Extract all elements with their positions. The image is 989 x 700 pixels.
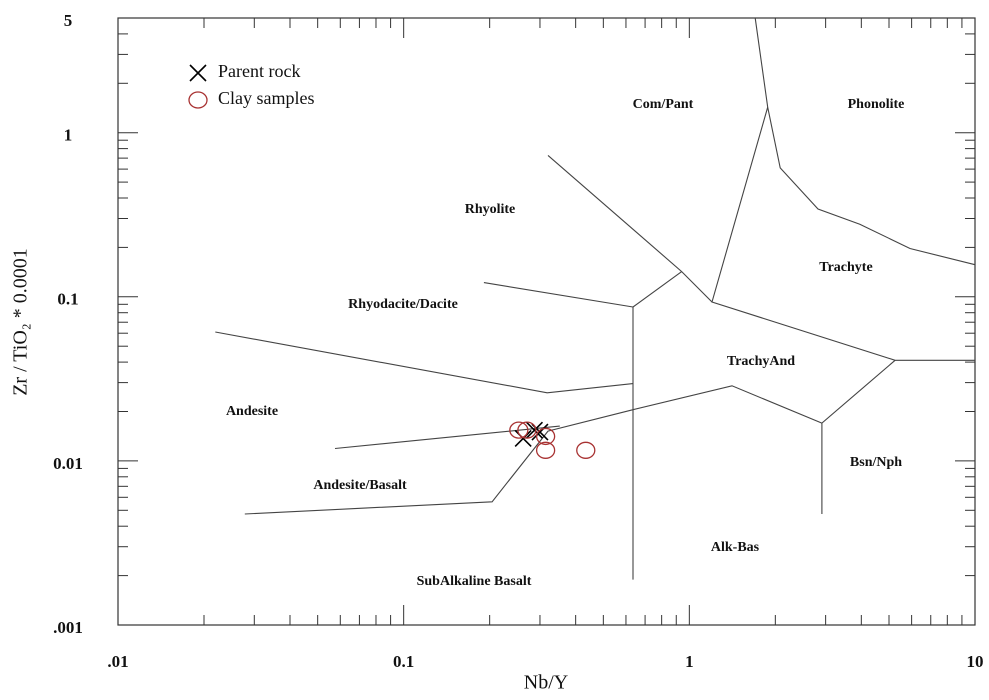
- marker-x: [525, 421, 544, 439]
- y-tick-label: 0.01: [53, 454, 83, 473]
- field-label: Trachyte: [819, 260, 872, 275]
- x-tick-label: .01: [107, 652, 128, 671]
- marker-circle: [535, 441, 556, 459]
- field-label: SubAlkaline Basalt: [417, 574, 532, 589]
- field-boundary: [754, 17, 976, 266]
- field-label: Andesite/Basalt: [313, 478, 407, 493]
- field-label: Alk-Bas: [711, 540, 760, 555]
- field-boundary: [711, 107, 975, 361]
- field-boundary: [334, 425, 560, 450]
- legend-marker: [188, 91, 208, 109]
- x-tick-label: 0.1: [393, 652, 414, 671]
- field-label: Rhyodacite/Dacite: [348, 297, 458, 312]
- legend-label: Parent rock: [218, 61, 300, 81]
- field-label: Bsn/Nph: [850, 455, 902, 470]
- marker-circle: [535, 427, 556, 446]
- field-boundary: [483, 282, 634, 308]
- legend-label: Clay samples: [218, 88, 315, 108]
- y-tick-label: 1: [64, 126, 73, 145]
- x-axis-label: Nb/Y: [524, 672, 568, 694]
- plot-frame: [117, 17, 976, 626]
- marker-circle: [509, 421, 529, 439]
- field-boundary: [215, 331, 634, 394]
- x-tick-label: 1: [685, 652, 694, 671]
- marker-circle: [517, 421, 537, 439]
- y-tick-label: 0.1: [57, 290, 78, 309]
- field-label: TrachyAnd: [727, 354, 795, 369]
- legend-marker: [189, 64, 207, 82]
- field-boundary: [547, 154, 713, 303]
- field-label: Com/Pant: [633, 97, 694, 112]
- field-boundary: [244, 385, 823, 515]
- field-boundary: [821, 359, 896, 514]
- field-label: Phonolite: [848, 97, 905, 112]
- y-tick-label: .001: [53, 618, 83, 637]
- y-tick-label: 5: [64, 11, 73, 30]
- field-label: Andesite: [226, 404, 278, 419]
- field-label: Rhyolite: [465, 202, 516, 217]
- marker-circle: [576, 441, 596, 459]
- y-axis-label: Zr / TiO₂ * 0.0001: [10, 248, 32, 396]
- x-tick-label: 10: [967, 652, 984, 671]
- field-boundary: [632, 271, 683, 308]
